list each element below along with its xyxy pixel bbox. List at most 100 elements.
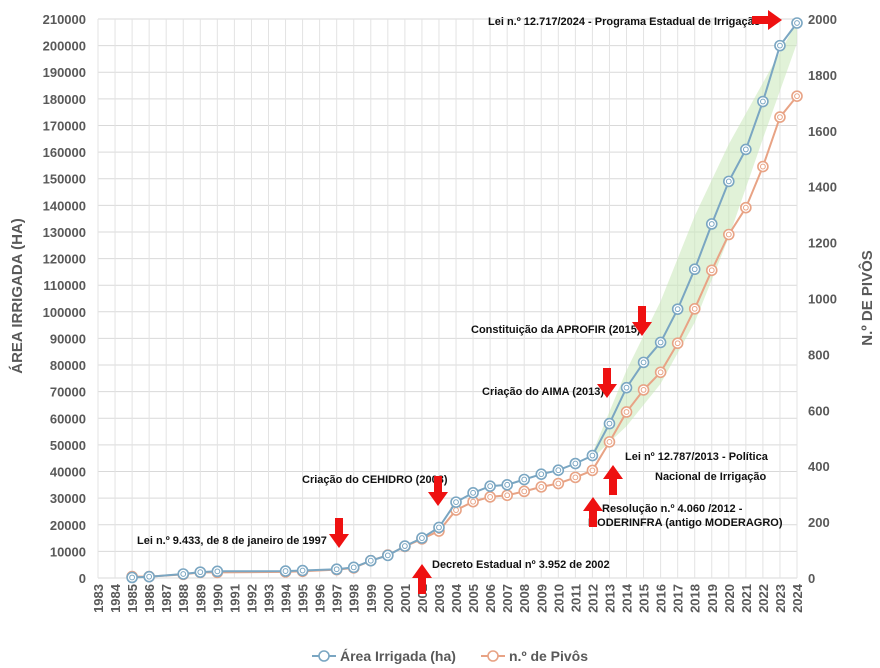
legend-item-area: Área Irrigada (ha) xyxy=(312,648,456,664)
point-pivots xyxy=(637,384,650,396)
x-tick: 2021 xyxy=(739,584,754,613)
x-tick: 2003 xyxy=(432,584,447,613)
point-inner xyxy=(760,98,766,105)
point-inner xyxy=(794,93,800,100)
arrow-up-icon xyxy=(412,564,432,594)
x-tick: 1984 xyxy=(108,583,123,613)
point-inner xyxy=(333,566,340,573)
legend-label-area: Área Irrigada (ha) xyxy=(340,648,456,664)
x-tick: 1997 xyxy=(330,584,345,613)
y-tick-right: 1400 xyxy=(808,180,837,195)
trend-band xyxy=(592,21,797,459)
y-tick-left: 130000 xyxy=(43,225,86,240)
point-area xyxy=(569,457,582,470)
x-tick: 2018 xyxy=(688,584,703,613)
point-area xyxy=(296,564,309,577)
point-inner xyxy=(623,384,630,391)
y-tick-left: 170000 xyxy=(43,118,86,133)
y-tick-left: 140000 xyxy=(43,198,86,213)
point-pivots xyxy=(603,436,616,448)
x-tick: 2022 xyxy=(756,584,771,613)
point-inner xyxy=(589,452,596,459)
annotation-text: Criação do AIMA (2013) xyxy=(482,386,604,398)
point-area xyxy=(194,566,207,578)
point-pivots xyxy=(501,489,513,502)
point-inner xyxy=(367,557,374,564)
legend-marker-pivots xyxy=(487,650,499,662)
point-inner xyxy=(777,42,783,49)
point-pivots xyxy=(723,228,735,241)
x-axis: 1983 1984 1985 1986 1987 1988 1989 1990 1991 1992… xyxy=(91,583,805,613)
x-tick: 1988 xyxy=(176,584,191,613)
point-inner xyxy=(674,340,681,347)
point-pivots xyxy=(620,406,633,418)
annotation: Criação do CEHIDRO (2003) xyxy=(302,474,448,506)
y-tick-left: 10000 xyxy=(50,544,86,559)
point-pivots xyxy=(569,471,582,484)
point-area xyxy=(518,473,531,486)
point-area xyxy=(450,496,462,508)
x-tick: 1998 xyxy=(347,584,362,613)
arrow-up-icon xyxy=(583,497,603,527)
point-inner xyxy=(521,476,528,483)
y-tick-right: 1000 xyxy=(808,292,837,307)
x-tick: 2023 xyxy=(773,584,788,613)
y-tick-left: 20000 xyxy=(50,518,86,533)
point-inner xyxy=(504,492,511,499)
point-inner xyxy=(691,305,698,312)
x-tick: 1995 xyxy=(296,584,311,613)
point-inner xyxy=(146,573,153,580)
annotation-text: Lei n.º 9.433, de 8 de janeiro de 1997 xyxy=(137,535,327,547)
y-tick-left: 30000 xyxy=(50,491,86,506)
point-pivots xyxy=(705,264,718,277)
point-inner xyxy=(419,535,425,541)
y-tick-left: 160000 xyxy=(43,145,86,160)
point-area xyxy=(347,561,360,574)
point-area xyxy=(501,479,513,491)
y-tick-left: 100000 xyxy=(43,305,86,320)
y-tick-left: 60000 xyxy=(50,411,86,426)
point-pivots xyxy=(552,477,565,490)
point-inner xyxy=(657,369,664,376)
point-inner xyxy=(384,552,391,559)
y-tick-left: 180000 xyxy=(43,92,86,107)
point-pivots xyxy=(740,201,752,214)
point-inner xyxy=(674,306,681,313)
x-tick: 2013 xyxy=(602,584,617,613)
point-inner xyxy=(401,543,408,549)
point-inner xyxy=(129,574,135,581)
legend: Área Irrigada (ha) n.º de Pivôs xyxy=(312,648,588,664)
point-inner xyxy=(572,474,579,481)
point-pivots xyxy=(757,160,769,173)
point-area xyxy=(535,468,548,480)
annotation: Constituição da APROFIR (2015) xyxy=(471,306,652,336)
point-pivots xyxy=(518,485,531,498)
point-area xyxy=(416,532,428,544)
annotation-text: Criação do CEHIDRO (2003) xyxy=(302,474,448,486)
arrow-down-icon xyxy=(428,476,448,506)
point-pivots xyxy=(484,491,496,503)
point-area xyxy=(603,417,616,430)
point-inner xyxy=(725,231,732,238)
y-tick-right: 600 xyxy=(808,403,830,418)
x-tick: 2006 xyxy=(483,584,498,613)
x-tick: 2012 xyxy=(585,584,600,613)
y-tick-right: 2000 xyxy=(808,12,837,27)
annotation-text-2: Nacional de Irrigação xyxy=(655,471,767,483)
y-tick-right: 0 xyxy=(808,571,815,586)
x-tick: 2009 xyxy=(534,584,549,613)
y-tick-left: 0 xyxy=(79,571,86,586)
y-tick-left: 110000 xyxy=(43,278,86,293)
y-tick-right: 1600 xyxy=(808,124,837,139)
point-area xyxy=(757,95,769,108)
y-tick-left: 120000 xyxy=(43,252,86,267)
point-area xyxy=(637,356,650,369)
annotations: Lei n.º 9.433, de 8 de janeiro de 1997 De… xyxy=(137,10,783,594)
point-area xyxy=(126,571,138,584)
x-tick: 1985 xyxy=(125,584,140,613)
point-area xyxy=(364,554,377,567)
point-inner xyxy=(453,499,459,506)
y-tick-left: 50000 xyxy=(50,438,86,453)
point-inner xyxy=(299,567,306,574)
x-tick: 2024 xyxy=(790,583,805,613)
